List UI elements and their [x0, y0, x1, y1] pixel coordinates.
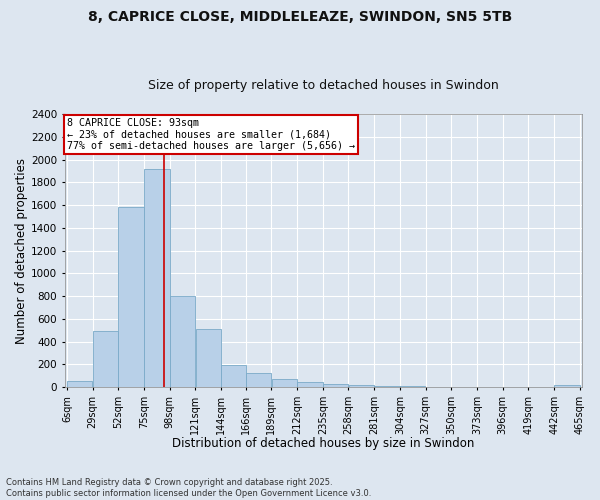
Bar	[221, 365, 245, 387]
Bar	[93, 332, 118, 387]
Bar	[349, 385, 374, 387]
Bar	[118, 208, 144, 387]
Text: 8 CAPRICE CLOSE: 93sqm
← 23% of detached houses are smaller (1,684)
77% of semi-: 8 CAPRICE CLOSE: 93sqm ← 23% of detached…	[67, 118, 355, 152]
Bar	[67, 381, 92, 387]
Title: Size of property relative to detached houses in Swindon: Size of property relative to detached ho…	[148, 79, 499, 92]
Bar	[144, 168, 170, 387]
Bar	[246, 373, 271, 387]
Bar	[374, 386, 400, 387]
Text: Contains HM Land Registry data © Crown copyright and database right 2025.
Contai: Contains HM Land Registry data © Crown c…	[6, 478, 371, 498]
Text: 8, CAPRICE CLOSE, MIDDLELEAZE, SWINDON, SN5 5TB: 8, CAPRICE CLOSE, MIDDLELEAZE, SWINDON, …	[88, 10, 512, 24]
Bar	[426, 386, 451, 387]
Bar	[554, 385, 580, 387]
Bar	[400, 386, 425, 387]
Bar	[196, 329, 221, 387]
Bar	[272, 378, 297, 387]
X-axis label: Distribution of detached houses by size in Swindon: Distribution of detached houses by size …	[172, 437, 475, 450]
Y-axis label: Number of detached properties: Number of detached properties	[15, 158, 28, 344]
Bar	[297, 382, 323, 387]
Bar	[323, 384, 349, 387]
Bar	[170, 296, 195, 387]
